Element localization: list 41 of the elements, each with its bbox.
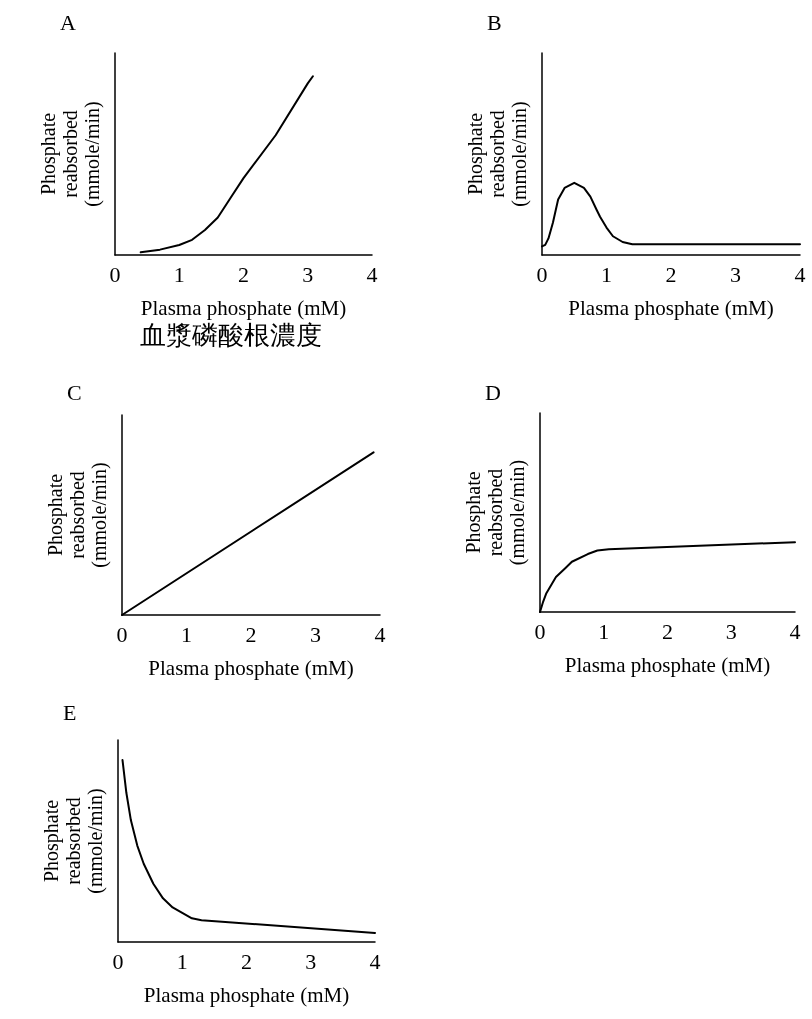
x-tick-label: 3 [730,261,741,287]
x-tick-label: 4 [366,261,378,287]
chart-title: D [485,379,501,405]
x-tick-label: 0 [534,618,546,644]
x-tick-label: 1 [173,261,185,287]
x-tick-label: 2 [662,618,673,644]
x-axis-title: Plasma phosphate (mM) [564,652,771,677]
y-axis-title: Phosphate reabsorbed (mmole/min) [40,788,107,894]
chart-title: E [63,699,77,725]
y-axis-title: Phosphate reabsorbed (mmole/min) [462,459,529,566]
x-axis-title: Plasma phosphate (mM) [568,295,774,320]
x-tick-label: 0 [112,948,124,974]
x-tick-label: 4 [789,618,801,644]
y-axis-title: Phosphate reabsorbed (mmole/min) [37,101,104,207]
x-axis-title: Plasma phosphate (mM) [140,295,347,320]
x-tick-label: 2 [245,621,257,647]
x-tick-label: 3 [302,261,314,287]
x-tick-label: 0 [536,261,548,287]
chart-title: A [60,9,76,35]
x-tick-label: 1 [181,621,192,647]
x-tick-label: 1 [176,948,188,974]
x-tick-label: 3 [725,618,737,644]
x-tick-label: 0 [109,261,121,287]
x-tick-label: 3 [305,948,317,974]
x-tick-label: 1 [601,261,612,287]
x-tick-label: 2 [665,261,677,287]
y-axis-title: Phosphate reabsorbed (mmole/min) [464,101,531,207]
x-tick-label: 2 [241,948,252,974]
chart-title: C [67,379,82,405]
x-axis-title: Plasma phosphate (mM) [143,982,350,1007]
x-tick-label: 2 [238,261,249,287]
x-axis-title: Plasma phosphate (mM) [148,655,354,680]
y-axis-title: Phosphate reabsorbed (mmole/min) [44,462,111,568]
chart-title: B [487,9,502,35]
x-tick-label: 1 [598,618,610,644]
x-tick-label: 4 [369,948,381,974]
x-tick-label: 4 [794,261,806,287]
x-tick-label: 0 [116,621,128,647]
x-tick-label: 3 [310,621,321,647]
x-tick-label: 4 [374,621,386,647]
text: 血漿磷酸根濃度 [140,320,322,350]
